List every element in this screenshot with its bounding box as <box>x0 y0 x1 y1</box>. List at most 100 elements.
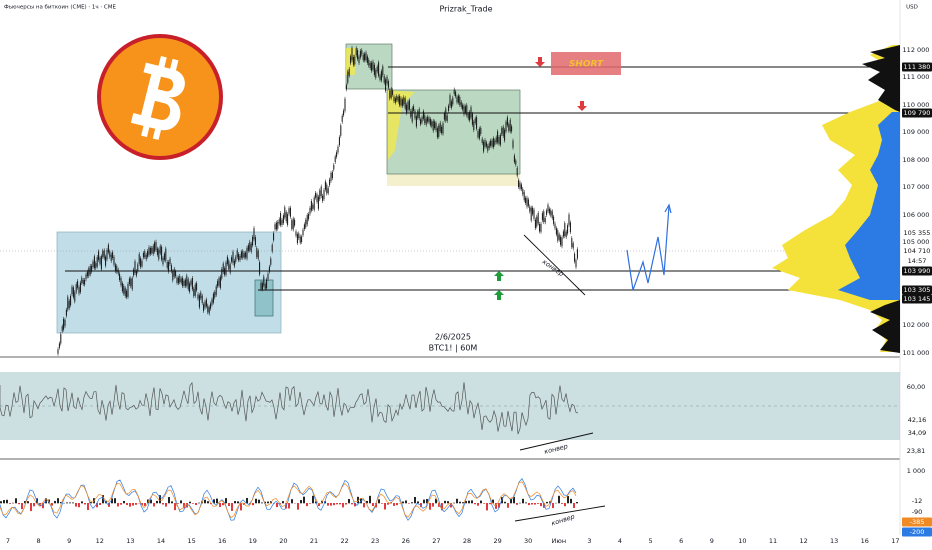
y-tick-label: 106 000 <box>903 211 930 219</box>
y-tick-label: 101 000 <box>903 349 930 357</box>
date-label: 2/6/2025 <box>435 333 471 342</box>
macd-bar <box>99 503 101 505</box>
macd-bar <box>474 503 476 505</box>
x-tick-label: 26 <box>402 537 410 545</box>
price-marker-label: 14:57 <box>908 257 927 265</box>
macd-bar <box>387 503 389 505</box>
macd-bar <box>90 502 92 504</box>
macd-line <box>0 477 577 521</box>
macd-bar <box>504 501 506 504</box>
macd-bar <box>306 503 308 507</box>
macd-bar <box>192 503 194 504</box>
macd-bar <box>363 503 365 508</box>
macd-bar <box>12 502 14 504</box>
macd-bar <box>213 499 215 504</box>
price-marker-label: 103 990 <box>904 267 931 275</box>
x-tick-label: 30 <box>524 537 532 545</box>
macd-bar <box>147 499 149 504</box>
macd-bar <box>171 501 173 504</box>
macd-bar <box>222 503 224 506</box>
macd-bar <box>351 503 353 505</box>
price-marker <box>902 517 932 527</box>
volume-profile <box>838 112 900 300</box>
macd-bar <box>576 501 578 504</box>
macd-bar <box>372 503 374 507</box>
macd-bar <box>141 503 143 506</box>
rsi-line <box>0 381 579 435</box>
y-tick-label: 112 000 <box>903 46 930 54</box>
down-arrow <box>535 57 545 67</box>
macd-bar <box>198 502 200 504</box>
macd-bar <box>345 503 347 505</box>
macd-bar <box>174 503 176 511</box>
macd-bar <box>303 496 305 504</box>
y-tick-label: 109 000 <box>903 128 930 136</box>
macd-bar <box>540 503 542 507</box>
x-tick-label: 13 <box>830 537 838 545</box>
macd-bar <box>237 501 239 504</box>
macd-bar <box>135 503 137 505</box>
x-tick-label: 23 <box>371 537 379 545</box>
x-tick-label: 16 <box>218 537 226 545</box>
rsi-tick-label: 23,81 <box>907 447 926 455</box>
x-tick-label: 15 <box>187 537 195 545</box>
macd-bar <box>447 501 449 504</box>
macd-bar <box>87 503 89 511</box>
macd-bar <box>96 503 98 508</box>
macd-bar <box>408 503 410 504</box>
macd-bar <box>24 501 26 504</box>
macd-bar <box>276 503 278 508</box>
macd-bar <box>84 503 86 505</box>
bitcoin-symbol <box>130 56 185 140</box>
macd-bar <box>357 496 359 504</box>
macd-bar <box>120 503 122 505</box>
symbol-label: BTC1! | 60M <box>429 344 478 353</box>
macd-bar <box>153 503 155 507</box>
macd-bar <box>552 503 554 509</box>
macd-bar <box>264 501 266 504</box>
dynamic-layer: Фьючерсы на биткоин (CME) · 1ч · CME Priz… <box>0 5 932 545</box>
macd-bar <box>219 503 221 507</box>
macd-bar <box>15 498 17 504</box>
macd-bar <box>156 500 158 504</box>
macd-bar <box>327 503 329 506</box>
trend-line <box>514 505 606 522</box>
macd-bar <box>561 503 563 504</box>
macd-bar <box>564 503 566 507</box>
price-marker-label: -200 <box>910 528 925 536</box>
macd-bar <box>396 503 398 506</box>
macd-bar <box>261 502 263 504</box>
price-marker-label: 111 380 <box>904 63 931 71</box>
signal-line <box>0 481 577 519</box>
macd-bar <box>423 499 425 504</box>
volume-profile-bottom <box>870 300 900 353</box>
x-tick-label: 6 <box>679 537 683 545</box>
macd-bar <box>60 501 62 504</box>
macd-bar <box>348 498 350 504</box>
price-marker <box>902 228 932 238</box>
macd-bar <box>312 495 314 504</box>
price-marker <box>902 428 932 438</box>
x-tick-label: 20 <box>279 537 287 545</box>
price-marker <box>902 507 932 517</box>
macd-bar <box>480 500 482 504</box>
price-marker <box>902 256 932 266</box>
macd-bar <box>162 503 164 505</box>
x-tick-label: 7 <box>6 537 10 545</box>
price-marker <box>902 294 932 304</box>
price-marker-label: -90 <box>912 508 923 516</box>
macd-bar <box>66 502 68 504</box>
macd-bar <box>375 503 377 508</box>
macd-bar <box>240 503 242 511</box>
macd-bar <box>177 503 179 504</box>
macd-bar <box>165 503 167 507</box>
x-tick-label: 9 <box>710 537 714 545</box>
range-box <box>387 174 520 186</box>
macd-bar <box>417 501 419 504</box>
macd-bar <box>30 503 32 512</box>
macd-bar <box>126 503 128 506</box>
macd-bar <box>252 503 254 506</box>
macd-bar <box>537 503 539 504</box>
macd-bar <box>42 503 44 509</box>
x-tick-label: 12 <box>799 537 807 545</box>
